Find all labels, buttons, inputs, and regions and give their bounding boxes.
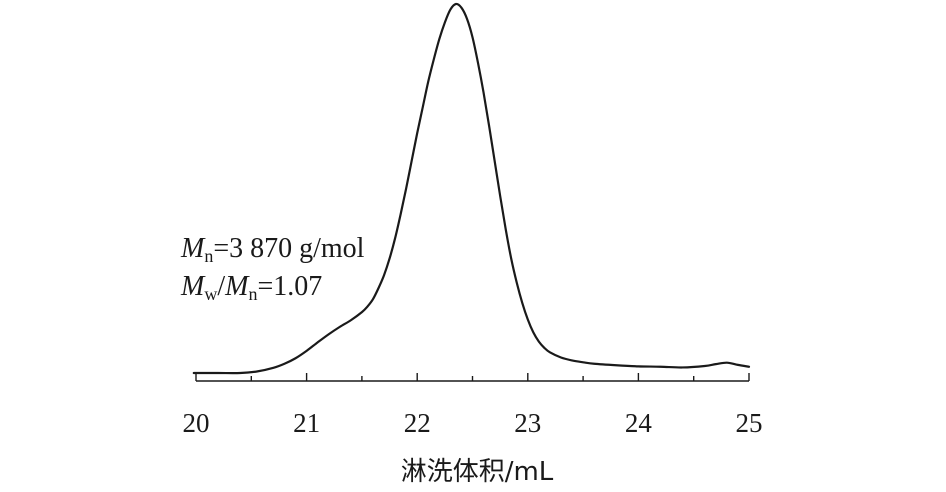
mn-subscript: n — [204, 246, 213, 266]
ratio-slash: / — [217, 271, 225, 302]
mn-subscript-2: n — [248, 284, 257, 304]
dispersity-annotation: Mw/Mn=1.07 — [180, 271, 322, 304]
mw-symbol: M — [180, 271, 206, 302]
x-axis-ticks — [195, 373, 750, 381]
x-tick-label: 23 — [514, 408, 541, 438]
x-tick-label: 25 — [736, 408, 763, 438]
mn-symbol-2: M — [224, 271, 250, 302]
x-tick-label: 20 — [183, 408, 210, 438]
x-tick-label: 21 — [293, 408, 320, 438]
x-axis-title: 淋洗体积/mL — [401, 457, 554, 487]
mw-subscript: w — [204, 284, 217, 304]
x-axis: 20 21 22 23 24 25 — [183, 373, 763, 438]
mn-value: =3 870 g/mol — [213, 233, 364, 264]
elution-curve — [192, 2, 751, 375]
mn-symbol: M — [180, 233, 206, 264]
plot-area — [192, 2, 751, 375]
dispersity-value: =1.07 — [257, 271, 322, 302]
mn-annotation: Mn=3 870 g/mol — [180, 233, 365, 266]
annotation-block: Mn=3 870 g/mol Mw/Mn=1.07 — [180, 233, 365, 304]
x-tick-label: 22 — [404, 408, 431, 438]
x-tick-label: 24 — [625, 408, 653, 438]
x-axis-tick-labels: 20 21 22 23 24 25 — [183, 408, 763, 438]
